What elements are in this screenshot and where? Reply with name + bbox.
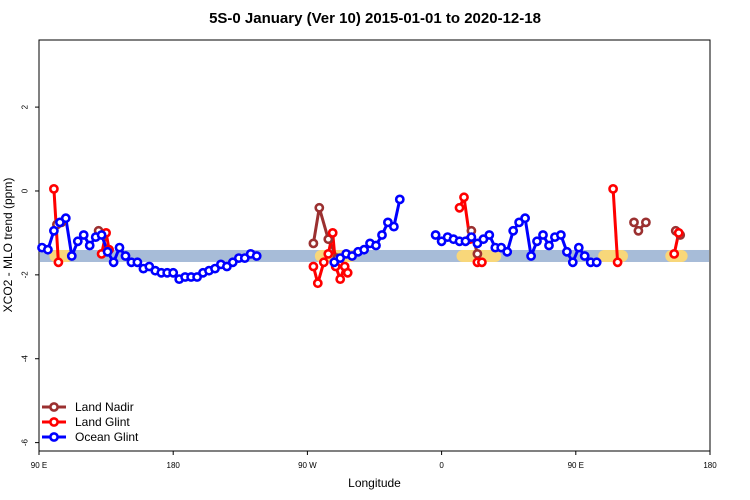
- land-nadir-point: [641, 217, 651, 228]
- land-glint-point: [673, 227, 684, 238]
- land-glint-point: [342, 267, 353, 278]
- x-tick-label: 180: [167, 461, 181, 470]
- ocean-glint-point: [466, 232, 477, 242]
- land-nadir-point: [629, 217, 639, 228]
- ocean-glint-point: [96, 230, 107, 240]
- ocean-glint-point: [120, 251, 131, 261]
- ocean-glint-point: [251, 251, 262, 261]
- ocean-glint-point: [526, 251, 536, 261]
- legend-land-glint-label: Land Glint: [75, 415, 130, 429]
- ocean-glint-point: [591, 257, 602, 268]
- chart-title: 5S-0 January (Ver 10) 2015-01-01 to 2020…: [209, 10, 541, 27]
- ocean-glint-point: [394, 194, 405, 205]
- land-band-segment: [598, 249, 628, 262]
- land-glint-point: [459, 192, 469, 203]
- ocean-glint-point: [377, 230, 387, 240]
- ocean-glint-point: [359, 244, 369, 255]
- ocean-glint-point: [573, 242, 584, 253]
- ocean-glint-point: [66, 251, 77, 261]
- legend-swatch-point: [49, 417, 59, 427]
- ocean-glint-point: [388, 221, 399, 232]
- land-nadir-point: [308, 238, 319, 249]
- x-tick-label: 90 E: [568, 461, 584, 470]
- ocean-glint-point: [84, 240, 95, 251]
- x-tick-label: 0: [439, 461, 444, 470]
- ocean-glint-point: [544, 240, 554, 251]
- ocean-glint-point: [60, 213, 71, 224]
- ocean-glint-point: [567, 257, 578, 268]
- ocean-glint-point: [556, 230, 566, 240]
- series-lines: [41, 188, 682, 285]
- land-nadir-point: [472, 248, 483, 259]
- land-glint-point: [318, 257, 329, 268]
- ocean-band: [40, 249, 709, 262]
- legend-swatch-point: [49, 402, 59, 412]
- ocean-glint-point: [49, 225, 59, 236]
- land-nadir-point: [323, 234, 334, 245]
- ocean-glint-point: [78, 230, 89, 240]
- ocean-glint-point: [430, 230, 441, 240]
- land-glint-point: [476, 257, 487, 268]
- ocean-glint-point: [108, 257, 119, 268]
- x-tick-label: 180: [703, 461, 717, 470]
- ocean-glint-point: [579, 251, 590, 261]
- legend-ocean-glint-label: Ocean Glint: [75, 430, 139, 444]
- ocean-glint-point: [132, 257, 143, 268]
- land-glint-point: [312, 278, 323, 289]
- ocean-glint-point: [114, 242, 125, 253]
- land-glint-line: [611, 188, 620, 263]
- ocean-glint-point: [532, 236, 542, 247]
- land-glint-point: [53, 257, 64, 268]
- y-axis-label: XCO2 - MLO trend (ppm): [1, 177, 15, 313]
- y-tick-label: -4: [21, 355, 30, 363]
- land-glint-point: [323, 248, 334, 259]
- y-tick-label: -6: [21, 439, 30, 447]
- ocean-glint-point: [502, 246, 513, 257]
- ocean-glint-point: [43, 244, 53, 255]
- land-glint-point: [612, 257, 623, 268]
- x-tick-label: 90 W: [298, 461, 317, 470]
- ocean-glint-point: [562, 246, 572, 257]
- legend-land-nadir-label: Land Nadir: [75, 400, 134, 414]
- ocean-glint-point: [538, 230, 548, 240]
- land-nadir-point: [633, 225, 644, 236]
- y-tick-label: -2: [21, 271, 30, 279]
- land-glint-point: [308, 261, 319, 272]
- x-tick-label: 90 E: [31, 461, 47, 470]
- ocean-glint-point: [520, 213, 530, 224]
- land-glint-point: [608, 183, 618, 194]
- land-glint-point: [327, 227, 338, 238]
- land-glint-point: [335, 274, 346, 284]
- land-glint-point: [49, 183, 59, 194]
- land-glint-point: [454, 202, 465, 213]
- y-tick-label: 2: [21, 104, 30, 109]
- land-glint-point: [669, 248, 680, 259]
- ocean-glint-point: [168, 267, 179, 278]
- land-nadir-point: [314, 202, 325, 213]
- x-axis-label: Longitude: [348, 476, 401, 490]
- axes: 90 E 180 90 W 0 90 E 180 2 0 -2 -4 -6: [21, 104, 718, 470]
- ocean-glint-point: [72, 236, 83, 247]
- legend-swatch-point: [49, 432, 59, 442]
- ocean-glint-point: [102, 246, 113, 257]
- series-points: [37, 183, 686, 289]
- ocean-glint-point: [484, 230, 495, 240]
- ocean-glint-point: [508, 225, 519, 236]
- y-tick-label: 0: [21, 188, 30, 193]
- ocean-glint-point: [371, 240, 381, 251]
